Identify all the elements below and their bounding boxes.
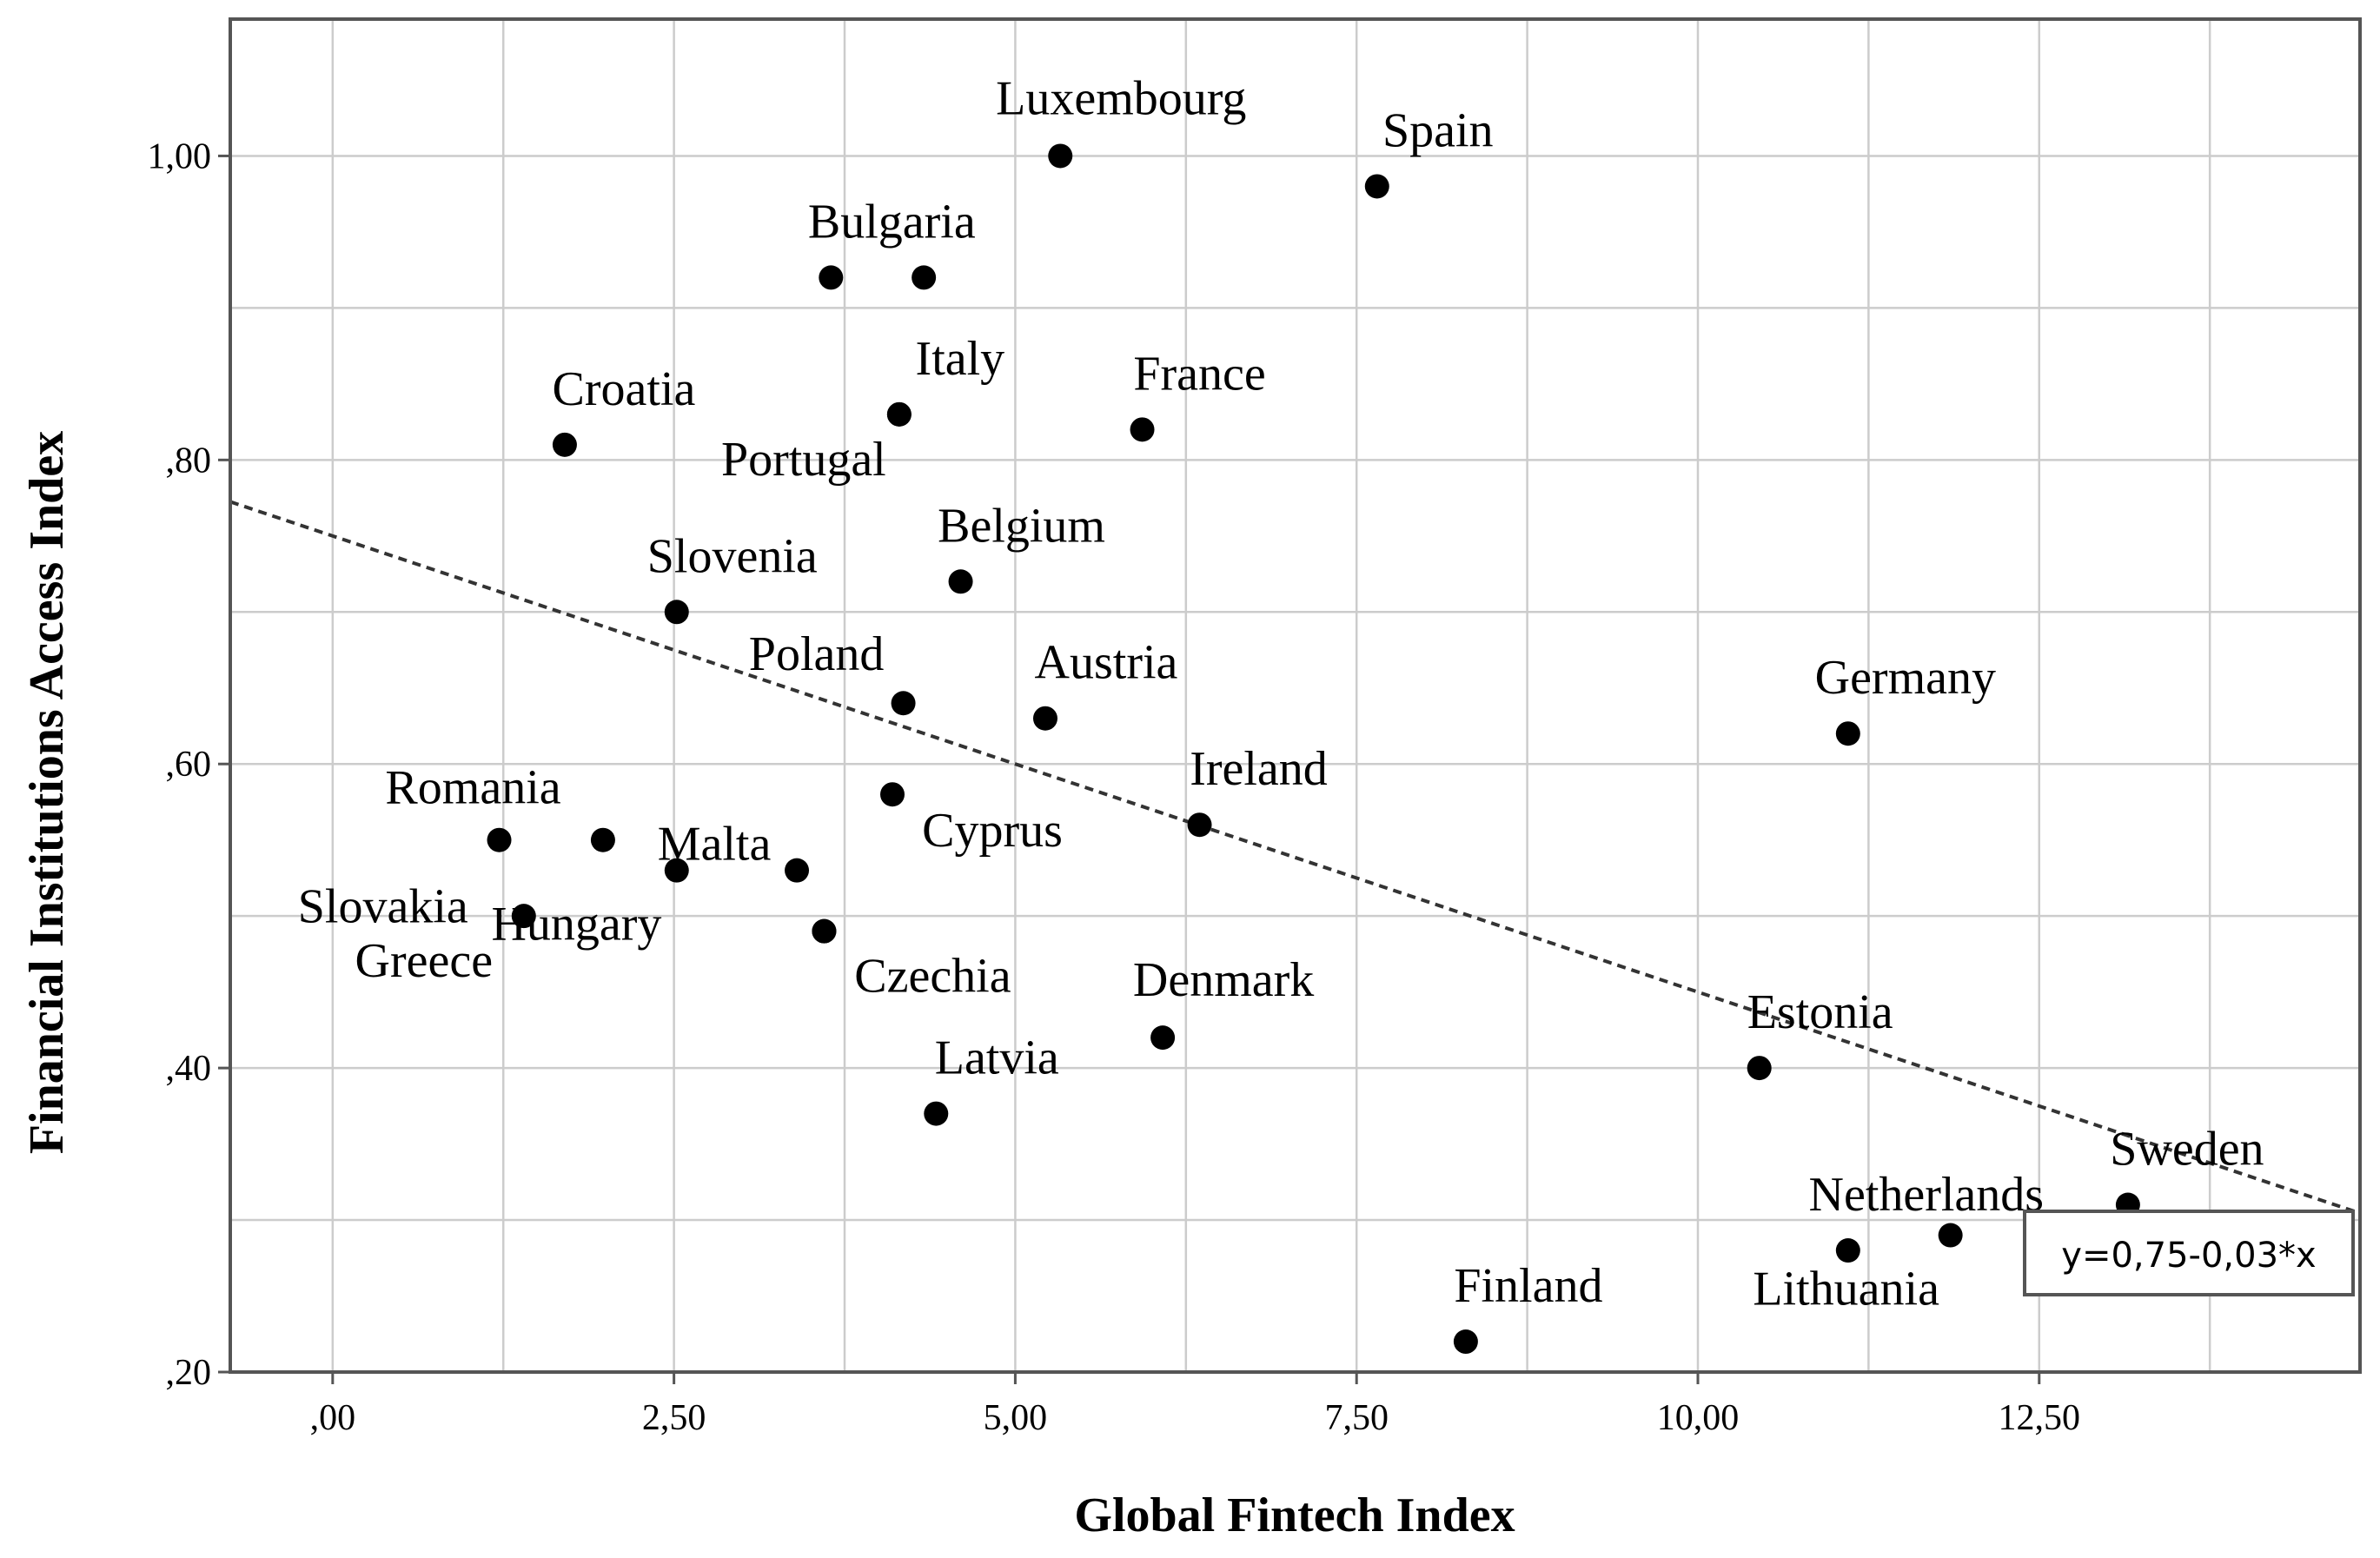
data-point [664,600,689,625]
data-point [1453,1329,1478,1355]
point-label-portugal: Portugal [721,433,886,487]
data-point [1187,812,1212,838]
point-label-hungary: Hungary [491,898,661,951]
points-group [487,143,2140,1355]
equation-text: y=0,75-0,03*x [2061,1236,2316,1276]
point-label-latvia: Latvia [935,1031,1059,1085]
point-label-france: France [1133,347,1265,401]
data-point [1150,1025,1176,1051]
fit-line-group [229,500,2361,1216]
equation-box: y=0,75-0,03*x [2023,1210,2355,1296]
equation-box-frame [2023,1210,2355,1296]
data-point [819,265,844,290]
grid [230,19,2360,1374]
data-point [590,827,615,852]
plot-frame [229,17,2362,1374]
data-point [1747,1056,1772,1081]
point-label-sweden: Sweden [2110,1123,2264,1177]
data-point [948,569,973,594]
data-point [785,858,810,883]
data-point [1364,174,1389,199]
point-label-italy: Italy [916,332,1005,386]
x-tick-label: 5,00 [984,1398,1048,1438]
point-label-czechia: Czechia [854,950,1011,1004]
y-tick-label: ,40 [166,1049,212,1089]
data-point [1835,721,1860,746]
point-label-netherlands: Netherlands [1809,1168,2045,1222]
point-label-slovakia: Slovakia [298,880,468,934]
data-point [1835,1238,1860,1263]
data-point [812,918,837,944]
point-label-poland: Poland [749,627,885,681]
y-tick-label: ,60 [166,745,212,785]
y-tick-label: 1,00 [148,136,212,176]
data-point [511,904,536,929]
data-point [912,265,937,290]
x-tick-label: ,00 [310,1398,356,1438]
point-label-romania: Romania [385,761,560,815]
x-tick-label: 2,50 [642,1398,706,1438]
y-axis-title: Financial Institutions Access Index [20,431,74,1154]
point-label-spain: Spain [1382,103,1494,157]
fit-line [229,500,2361,1216]
data-point [880,782,905,807]
data-point [1130,417,1155,442]
point-label-denmark: Denmark [1133,953,1314,1007]
point-label-ireland: Ireland [1190,742,1328,796]
point-label-greece: Greece [355,934,494,988]
y-tick-label: ,20 [166,1353,212,1393]
data-point [1938,1223,1963,1248]
point-label-belgium: Belgium [938,499,1105,553]
point-label-bulgaria: Bulgaria [808,195,976,249]
data-point [664,858,689,883]
x-axis-ticks: ,00 2,50 5,00 7,50 10,00 12,50 [310,1372,2080,1438]
y-tick-label: ,80 [166,441,212,481]
x-axis-title: Global Fintech Index [1074,1488,1515,1542]
point-label-germany: Germany [1815,651,1996,705]
x-tick-label: 7,50 [1324,1398,1389,1438]
data-point [924,1101,949,1126]
point-label-lithuania: Lithuania [1753,1263,1939,1316]
data-point [1032,706,1057,731]
x-tick-label: 12,50 [1999,1398,2081,1438]
point-label-luxembourg: Luxembourg [996,71,1246,125]
data-point [886,401,912,427]
y-axis-ticks: ,20 ,40 ,60 ,80 1,00 [148,136,230,1393]
point-label-finland: Finland [1454,1259,1602,1313]
point-label-cyprus: Cyprus [922,804,1063,858]
data-point [891,691,916,716]
point-label-croatia: Croatia [553,362,696,416]
point-label-estonia: Estonia [1747,985,1893,1039]
data-point [552,432,577,457]
x-tick-label: 10,00 [1657,1398,1740,1438]
data-point [487,827,512,852]
point-label-austria: Austria [1035,636,1178,690]
point-labels-group: Luxembourg Spain Bulgaria Portugal Italy Fran… [298,71,2264,1316]
point-label-slovenia: Slovenia [647,529,818,583]
data-point [1048,143,1073,169]
point-label-malta: Malta [658,818,772,872]
